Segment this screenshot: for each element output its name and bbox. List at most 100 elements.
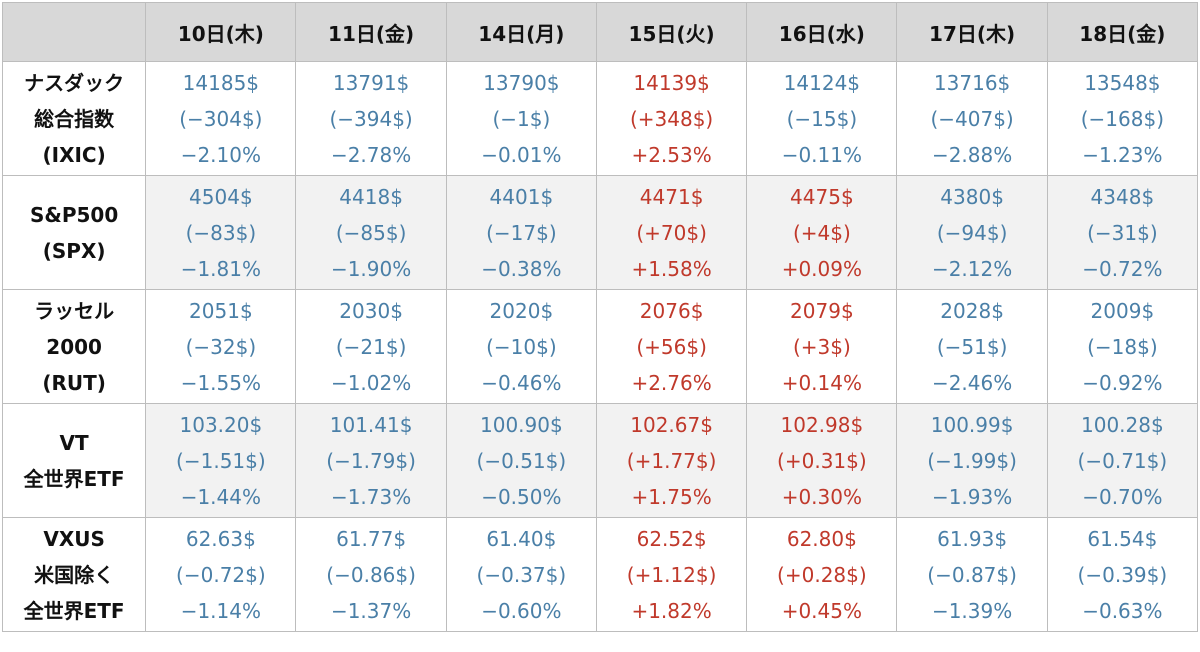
price-value: 13548$ [1084, 70, 1161, 95]
percent-change: +2.53% [631, 142, 712, 167]
percent-change: +0.45% [781, 598, 862, 623]
row-label-line: 米国除く [34, 562, 115, 587]
row-label: VXUS 米国除く 全世界ETF [1, 517, 147, 632]
percent-change: −1.93% [931, 484, 1013, 509]
percent-change: +2.76% [631, 370, 712, 395]
data-cell: 2030$ (−21$) −1.02% [295, 289, 447, 404]
price-value: 61.54$ [1087, 526, 1158, 551]
price-value: 102.98$ [780, 412, 864, 437]
data-cell: 4401$ (−17$) −0.38% [445, 175, 597, 290]
data-cell: 62.52$ (+1.12$) +1.82% [595, 517, 748, 632]
percent-change: −1.39% [931, 598, 1013, 623]
price-value: 102.67$ [630, 412, 713, 437]
percent-change: −2.10% [180, 142, 261, 167]
change-value: (−394$) [329, 106, 413, 131]
percent-change: −0.46% [481, 370, 562, 395]
price-value: 2079$ [790, 298, 854, 323]
row-label-line: ナスダック [24, 70, 125, 95]
row-label-line: (SPX) [42, 238, 106, 263]
change-value: (−0.87$) [927, 562, 1017, 587]
percent-change: −1.14% [180, 598, 261, 623]
price-value: 2030$ [339, 298, 403, 323]
change-value: (+0.28$) [777, 562, 867, 587]
change-value: (+70$) [636, 220, 707, 245]
change-value: (−83$) [185, 220, 257, 245]
change-value: (−0.39$) [1077, 562, 1168, 587]
data-cell: 101.41$ (−1.79$) −1.73% [295, 403, 447, 518]
price-value: 4380$ [940, 184, 1004, 209]
row-label: ラッセル 2000 (RUT) [1, 289, 147, 404]
percent-change: −1.23% [1082, 142, 1163, 167]
data-cell: 2028$ (−51$) −2.46% [896, 289, 1048, 404]
price-value: 100.90$ [480, 412, 563, 437]
row-label-line: 全世界ETF [23, 598, 125, 623]
percent-change: −2.12% [931, 256, 1013, 281]
data-cell: 13791$ (−394$) −2.78% [295, 61, 447, 176]
data-cell: 103.20$ (−1.51$) −1.44% [145, 403, 297, 518]
price-value: 13791$ [332, 70, 410, 95]
header-date: 17日(木) [896, 2, 1048, 62]
price-value: 2051$ [189, 298, 253, 323]
header-date: 15日(火) [595, 2, 748, 62]
percent-change: −0.72% [1082, 256, 1163, 281]
data-cell: 14139$ (+348$) +2.53% [595, 61, 748, 176]
data-cell: 4471$ (+70$) +1.58% [595, 175, 748, 290]
change-value: (−1.99$) [927, 448, 1017, 473]
price-value: 4401$ [489, 184, 554, 209]
table-row: S&P500 (SPX) 4504$ (−83$) −1.81% 4418$ (−85$) −… [1, 175, 1199, 290]
percent-change: −0.50% [481, 484, 562, 509]
data-cell: 13790$ (−1$) −0.01% [445, 61, 597, 176]
percent-change: −0.01% [481, 142, 562, 167]
table-row: ラッセル 2000 (RUT) 2051$ (−32$) −1.55% 2030$ (−21$… [1, 289, 1199, 404]
change-value: (+3$) [792, 334, 851, 359]
price-value: 61.93$ [937, 526, 1008, 551]
percent-change: −1.55% [180, 370, 261, 395]
change-value: (+4$) [792, 220, 851, 245]
table-row: VT 全世界ETF 103.20$ (−1.51$) −1.44% 101.41$ (−1.… [1, 403, 1199, 518]
price-value: 14139$ [633, 70, 710, 95]
change-value: (−15$) [786, 106, 858, 131]
change-value: (−21$) [335, 334, 407, 359]
percent-change: −0.60% [481, 598, 562, 623]
data-cell: 62.63$ (−0.72$) −1.14% [145, 517, 297, 632]
change-value: (−18$) [1087, 334, 1158, 359]
price-value: 13716$ [933, 70, 1011, 95]
percent-change: −1.90% [330, 256, 412, 281]
row-label-line: 全世界ETF [23, 466, 125, 491]
table-body: ナスダック 総合指数 (IXIC) 14185$ (−304$) −2.10% 13791$… [1, 61, 1199, 632]
price-value: 61.40$ [486, 526, 557, 551]
price-value: 4348$ [1090, 184, 1155, 209]
data-cell: 2051$ (−32$) −1.55% [145, 289, 297, 404]
change-value: (−0.86$) [326, 562, 416, 587]
row-label-line: (IXIC) [42, 142, 106, 167]
change-value: (−10$) [486, 334, 557, 359]
price-value: 14124$ [783, 70, 861, 95]
change-value: (−51$) [936, 334, 1008, 359]
data-cell: 100.99$ (−1.99$) −1.93% [896, 403, 1048, 518]
percent-change: −0.38% [481, 256, 562, 281]
price-value: 62.52$ [636, 526, 707, 551]
price-value: 61.77$ [336, 526, 407, 551]
data-cell: 2076$ (+56$) +2.76% [595, 289, 748, 404]
data-cell: 14185$ (−304$) −2.10% [145, 61, 297, 176]
row-label-line: 2000 [46, 334, 102, 359]
price-value: 4471$ [639, 184, 704, 209]
percent-change: −0.63% [1082, 598, 1163, 623]
change-value: (−304$) [179, 106, 263, 131]
percent-change: +0.09% [781, 256, 862, 281]
table-row: ナスダック 総合指数 (IXIC) 14185$ (−304$) −2.10% 13791$… [1, 61, 1199, 176]
row-label: S&P500 (SPX) [1, 175, 147, 290]
change-value: (−94$) [936, 220, 1008, 245]
percent-change: −1.02% [330, 370, 412, 395]
price-value: 14185$ [182, 70, 260, 95]
price-value: 13790$ [483, 70, 560, 95]
data-cell: 61.77$ (−0.86$) −1.37% [295, 517, 447, 632]
percent-change: +1.58% [631, 256, 712, 281]
index-comparison-table: 10日(木) 11日(金) 14日(月) 15日(火) 16日(水) 17日(木… [1, 2, 1199, 632]
header-row: 10日(木) 11日(金) 14日(月) 15日(火) 16日(水) 17日(木… [1, 2, 1199, 62]
change-value: (−1$) [492, 106, 551, 131]
header-corner [1, 2, 147, 62]
percent-change: +0.14% [781, 370, 862, 395]
row-label-line: ラッセル [34, 298, 115, 323]
price-value: 103.20$ [179, 412, 263, 437]
